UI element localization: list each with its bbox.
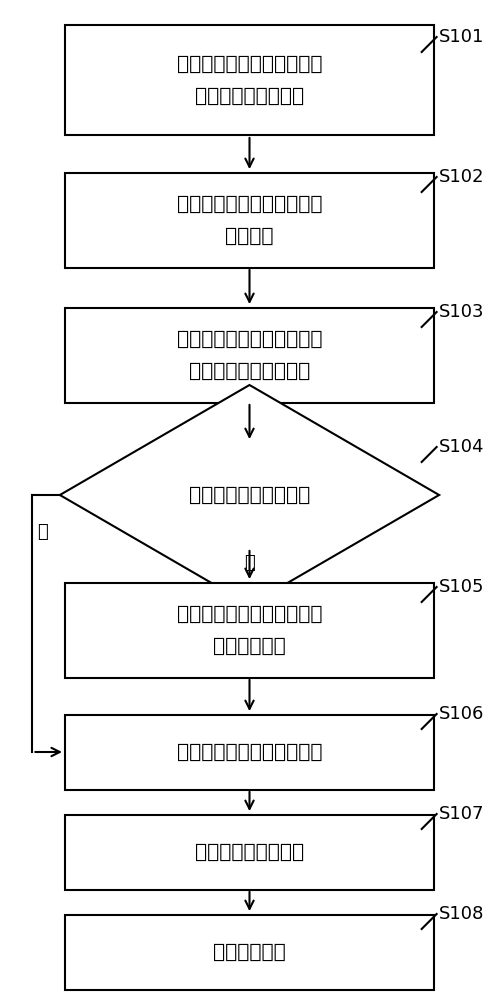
- Text: S102: S102: [439, 168, 485, 186]
- Text: S106: S106: [439, 705, 485, 723]
- Text: 将微发光二极管芯片转移并: 将微发光二极管芯片转移并: [177, 330, 322, 349]
- Text: 出并进行替换: 出并进行替换: [213, 637, 286, 656]
- Text: 安装封装结构: 安装封装结构: [213, 942, 286, 962]
- Text: 在金属焉盘组件的表面上设: 在金属焉盘组件的表面上设: [177, 194, 322, 214]
- FancyBboxPatch shape: [65, 25, 434, 135]
- FancyBboxPatch shape: [65, 308, 434, 402]
- Text: S101: S101: [439, 28, 485, 46]
- Text: 上设置金属焉盘组件: 上设置金属焉盘组件: [195, 87, 304, 105]
- Text: S107: S107: [439, 805, 485, 823]
- Text: S104: S104: [439, 438, 485, 456]
- Text: 是: 是: [244, 554, 255, 572]
- FancyBboxPatch shape: [65, 172, 434, 267]
- FancyBboxPatch shape: [65, 714, 434, 790]
- Text: 临时固定在显示背板上: 临时固定在显示背板上: [189, 361, 310, 380]
- Polygon shape: [60, 385, 439, 605]
- FancyBboxPatch shape: [65, 582, 434, 678]
- FancyBboxPatch shape: [65, 914, 434, 990]
- Text: 键合金属坤与金属焉盘组件: 键合金属坤与金属焉盘组件: [177, 742, 322, 762]
- FancyBboxPatch shape: [65, 814, 434, 890]
- Text: S103: S103: [439, 303, 485, 321]
- Text: 否: 否: [37, 523, 48, 541]
- Text: 置导电胶: 置导电胶: [225, 227, 274, 245]
- Text: 提供显示背板并在显示背板: 提供显示背板并在显示背板: [177, 54, 322, 74]
- Text: 将不良芯片从显示背板上取: 将不良芯片从显示背板上取: [177, 604, 322, 624]
- Text: S108: S108: [439, 905, 485, 923]
- Text: 判断是否存在不良芯片: 判断是否存在不良芯片: [189, 486, 310, 504]
- Text: S105: S105: [439, 578, 485, 596]
- Text: 通过光照固化导电胶: 通过光照固化导电胶: [195, 842, 304, 861]
